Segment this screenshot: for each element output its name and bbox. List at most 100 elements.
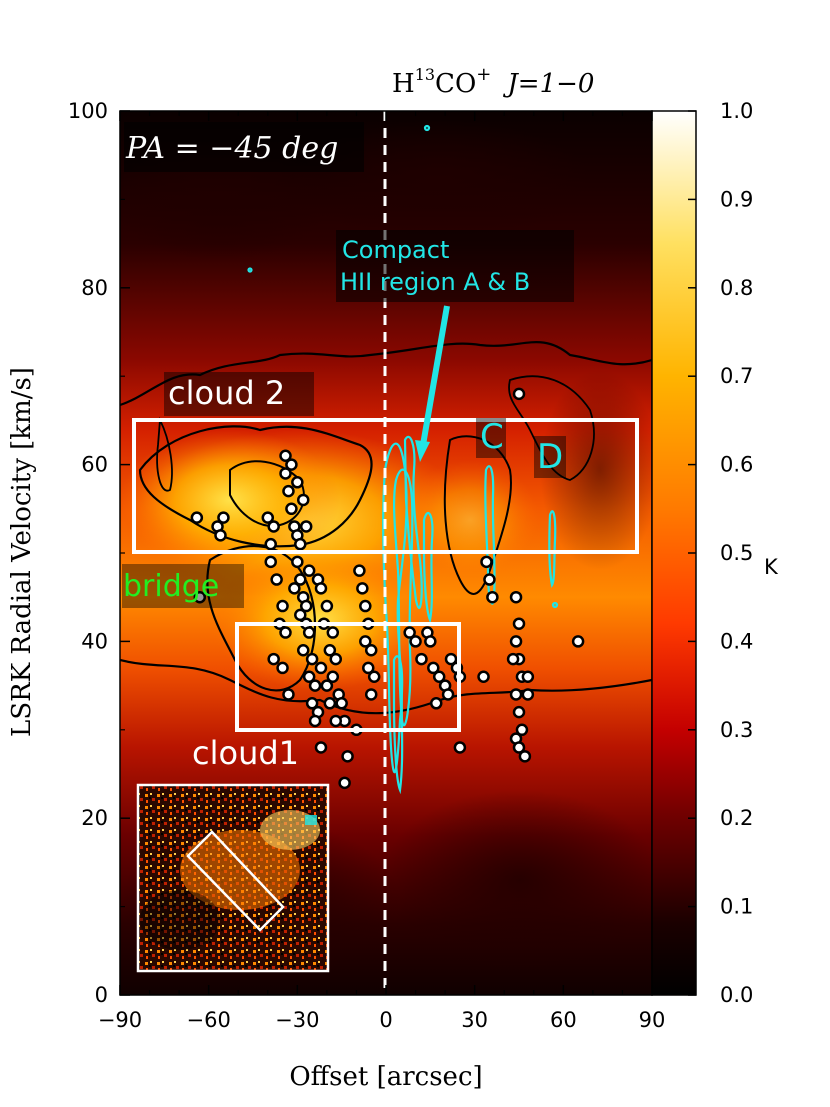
x-tick-label: −90 <box>98 1008 142 1032</box>
colorbar-tick-label: 0.1 <box>720 895 753 919</box>
source-point <box>512 741 526 754</box>
source-point <box>296 493 310 507</box>
source-point <box>299 599 313 613</box>
c-label: C <box>480 417 504 457</box>
source-point <box>217 511 230 524</box>
colorbar-tick-label: 0.9 <box>720 187 753 211</box>
cloud1-label: cloud1 <box>192 734 299 772</box>
y-tick-label: 40 <box>81 629 108 653</box>
source-point <box>409 635 422 648</box>
colorbar-tick-label: 0.8 <box>720 276 753 300</box>
source-point <box>512 705 526 719</box>
y-tick-label: 60 <box>81 453 108 477</box>
source-point <box>335 697 348 710</box>
y-tick-label: 80 <box>81 276 108 300</box>
source-point <box>518 750 532 763</box>
arrow-icon <box>415 440 430 462</box>
source-point <box>308 714 322 728</box>
colorbar-tick-label: 0.5 <box>720 541 753 565</box>
source-point <box>276 599 289 613</box>
heatmap-image <box>120 111 652 995</box>
source-point <box>261 511 275 524</box>
source-point <box>329 652 343 666</box>
source-point <box>314 661 328 675</box>
source-point <box>294 608 307 622</box>
x-axis-title: Offset [arcsec] <box>289 1062 482 1092</box>
compact-label-1: Compact <box>342 236 449 264</box>
svg-text:H13CO+J=1−0: H13CO+ J=1−0 <box>392 64 594 99</box>
source-point <box>477 670 490 684</box>
source-point <box>515 723 529 737</box>
source-point <box>320 599 334 613</box>
source-point <box>296 643 310 657</box>
source-point <box>571 635 585 648</box>
source-point <box>441 688 455 701</box>
source-point <box>294 537 307 551</box>
chart-title: H13CO+ J=1−0 <box>392 64 594 99</box>
x-tick-label: 30 <box>461 1008 488 1032</box>
source-point <box>362 661 375 675</box>
source-point <box>314 582 328 595</box>
x-tick-label: −60 <box>187 1008 231 1032</box>
source-point <box>512 387 526 401</box>
source-point <box>193 590 207 604</box>
source-point <box>424 635 437 648</box>
y-tick-label: 0 <box>95 983 108 1007</box>
source-point <box>267 652 280 666</box>
source-point <box>323 697 337 710</box>
source-point <box>432 670 446 684</box>
cloud2-label: cloud 2 <box>168 374 285 412</box>
source-point <box>359 599 372 613</box>
x-tick-label: −30 <box>275 1008 319 1032</box>
colorbar-tick-label: 0.0 <box>720 983 753 1007</box>
y-axis-title: LSRK Radial Velocity [km/s] <box>7 367 37 737</box>
source-point <box>364 688 378 701</box>
source-point <box>264 555 277 569</box>
source-point <box>341 750 354 763</box>
source-point <box>294 573 307 586</box>
source-point <box>276 661 289 675</box>
source-point <box>285 458 298 471</box>
y-tick-label: 20 <box>81 806 108 830</box>
source-point <box>480 555 493 569</box>
source-point <box>329 714 343 728</box>
source-point <box>282 484 295 498</box>
source-point <box>486 590 499 604</box>
source-point <box>506 652 520 666</box>
bridge-label: bridge <box>123 569 219 604</box>
source-point <box>291 555 304 569</box>
source-point <box>288 582 301 595</box>
colorbar-unit: K <box>764 555 779 579</box>
source-point <box>302 670 316 684</box>
source-point <box>367 670 381 684</box>
source-point <box>190 511 204 524</box>
source-point <box>291 476 304 489</box>
source-point <box>356 582 369 595</box>
source-point <box>483 573 496 586</box>
x-tick-label: 90 <box>639 1008 666 1032</box>
source-point <box>308 679 322 692</box>
source-point <box>521 688 535 701</box>
source-point <box>521 670 535 684</box>
colorbar-tick-label: 1.0 <box>720 99 753 123</box>
source-point <box>326 670 340 684</box>
x-tick-label: 60 <box>550 1008 577 1032</box>
source-point <box>299 520 313 533</box>
source-point <box>285 502 298 516</box>
source-point <box>302 564 316 577</box>
source-point <box>267 520 280 533</box>
source-point <box>282 688 295 701</box>
source-point <box>359 635 372 648</box>
source-point <box>427 661 440 675</box>
x-tick-label: 0 <box>379 1008 392 1032</box>
source-point <box>326 626 340 639</box>
source-point <box>305 697 319 710</box>
colorbar-tick-label: 0.2 <box>720 806 753 830</box>
source-point <box>279 449 292 463</box>
source-point <box>509 590 523 604</box>
source-point <box>415 652 428 666</box>
source-point <box>320 679 334 692</box>
source-point <box>323 643 337 657</box>
compact-label-2: HII region A & B <box>340 268 530 296</box>
colorbar-tick-label: 0.7 <box>720 364 753 388</box>
